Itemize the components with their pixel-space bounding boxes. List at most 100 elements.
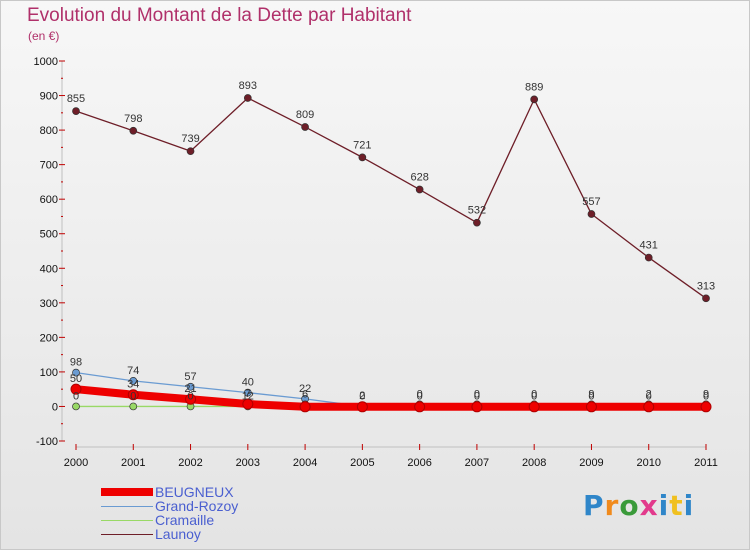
data-point-launoy	[129, 126, 138, 135]
data-label-launoy: 893	[239, 80, 257, 92]
series-group	[70, 94, 712, 413]
data-label-grand-rozoy: 98	[70, 357, 82, 369]
data-label-cramaille: 0	[474, 388, 480, 400]
data-label-launoy: 809	[296, 109, 314, 121]
data-point-launoy	[186, 147, 195, 156]
logo-letter: P	[583, 489, 605, 522]
y-axis: -100 0 100 200 300 400 500 600 700 800 900 1000	[34, 56, 65, 448]
data-point-grand-rozoy	[72, 368, 80, 377]
data-label-grand-rozoy: 40	[242, 377, 254, 389]
data-label-cramaille: 0	[417, 388, 423, 400]
data-point-launoy	[702, 294, 710, 303]
logo-letter: o	[619, 489, 640, 522]
chart-subtitle: (en €)	[28, 29, 60, 43]
y-tick-label: 400	[40, 263, 58, 275]
data-point-launoy	[301, 123, 309, 131]
legend-label-cramaille: Cramaille	[155, 512, 215, 528]
data-point-beugneux	[414, 401, 426, 413]
logo-letter: i	[658, 489, 670, 522]
y-tick-label: 200	[40, 332, 58, 344]
legend-label-grand-rozoy: Grand-Rozoy	[155, 498, 239, 514]
data-point-grand-rozoy	[129, 377, 138, 385]
data-label-grand-rozoy: 0	[359, 390, 365, 402]
data-label-beugneux: 34	[127, 379, 139, 391]
x-tick-label: 2003	[236, 457, 260, 469]
x-tick-label: 2001	[121, 457, 145, 469]
x-tick-label: 2002	[178, 457, 202, 469]
logo-letter: r	[604, 489, 620, 522]
legend-swatch-launoy	[101, 534, 153, 535]
data-label-launoy: 721	[353, 139, 371, 151]
x-tick-label: 2009	[579, 457, 603, 469]
data-point-grand-rozoy	[186, 382, 195, 391]
y-tick-label: 600	[40, 194, 58, 206]
data-point-launoy	[415, 185, 424, 194]
data-point-cramaille	[72, 402, 80, 411]
data-label-cramaille: 9	[703, 388, 709, 400]
y-tick-label: 0	[52, 401, 58, 413]
legend-item-beugneux: BEUGNEUX	[101, 485, 321, 499]
y-tick-label: 100	[40, 367, 58, 379]
legend: BEUGNEUX Grand-Rozoy Cramaille Launoy	[101, 485, 321, 541]
proxiti-logo: Proxiti	[583, 489, 694, 522]
series-line-launoy	[75, 97, 707, 299]
data-label-launoy: 628	[410, 172, 428, 184]
legend-item-grand-rozoy: Grand-Rozoy	[101, 499, 321, 513]
data-label-launoy: 889	[525, 81, 543, 93]
data-label-beugneux: 50	[70, 373, 82, 385]
data-label-grand-rozoy: 74	[127, 365, 139, 377]
data-label-launoy: 532	[468, 205, 486, 217]
data-point-beugneux	[528, 401, 540, 413]
x-tick-label: 2005	[350, 457, 374, 469]
y-tick-label: 1000	[34, 56, 58, 68]
data-label-launoy: 855	[67, 93, 85, 105]
data-point-launoy	[587, 210, 596, 218]
data-label-cramaille: 0	[73, 390, 79, 402]
y-tick-label: -100	[36, 436, 58, 448]
data-label-launoy: 431	[640, 240, 658, 252]
data-point-beugneux	[70, 383, 82, 395]
data-label-launoy: 739	[181, 133, 199, 145]
x-tick-label: 2011	[694, 457, 718, 469]
data-point-cramaille	[129, 402, 138, 411]
y-tick-label: 800	[40, 125, 58, 137]
legend-item-cramaille: Cramaille	[101, 513, 321, 527]
logo-letter: x	[639, 489, 659, 522]
data-point-launoy	[473, 218, 481, 227]
data-point-beugneux	[127, 389, 139, 401]
x-tick-label: 2010	[636, 457, 660, 469]
data-label-cramaille: 2	[646, 388, 652, 400]
data-label-grand-rozoy: 0	[646, 390, 652, 402]
data-label-grand-rozoy: 22	[299, 383, 311, 395]
data-label-grand-rozoy: 0	[531, 390, 537, 402]
data-label-cramaille: 9	[588, 388, 594, 400]
data-point-beugneux	[585, 401, 597, 413]
data-point-launoy	[72, 107, 80, 115]
data-label-cramaille: 6	[302, 388, 308, 400]
x-tick-label: 2000	[64, 457, 88, 469]
x-tick-label: 2006	[407, 457, 431, 469]
logo-letter: t	[669, 489, 684, 522]
legend-swatch-grand-rozoy	[101, 506, 153, 507]
data-point-beugneux	[356, 401, 368, 413]
data-label-grand-rozoy: 0	[588, 390, 594, 402]
data-point-grand-rozoy	[243, 388, 252, 397]
data-point-beugneux	[242, 398, 254, 410]
legend-label-launoy: Launoy	[155, 526, 201, 542]
logo-letter: i	[683, 489, 695, 522]
data-point-launoy	[358, 153, 367, 162]
data-label-beugneux: 7	[245, 388, 251, 400]
x-tick-label: 2008	[522, 457, 546, 469]
x-tick-label: 2004	[293, 457, 317, 469]
data-point-beugneux	[299, 401, 311, 413]
data-label-cramaille: 2	[359, 390, 365, 402]
legend-swatch-beugneux	[101, 488, 153, 496]
chart-title: Evolution du Montant de la Dette par Hab…	[27, 5, 412, 26]
data-point-launoy	[644, 253, 653, 262]
data-label-launoy: 313	[697, 280, 715, 292]
legend-item-launoy: Launoy	[101, 527, 321, 541]
data-point-beugneux	[185, 393, 197, 405]
data-point-beugneux	[471, 401, 483, 413]
data-label-cramaille: 0	[130, 390, 136, 402]
